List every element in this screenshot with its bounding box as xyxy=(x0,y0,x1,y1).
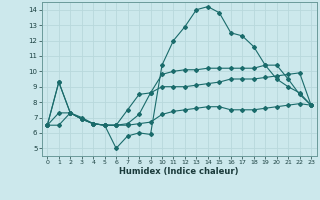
X-axis label: Humidex (Indice chaleur): Humidex (Indice chaleur) xyxy=(119,167,239,176)
